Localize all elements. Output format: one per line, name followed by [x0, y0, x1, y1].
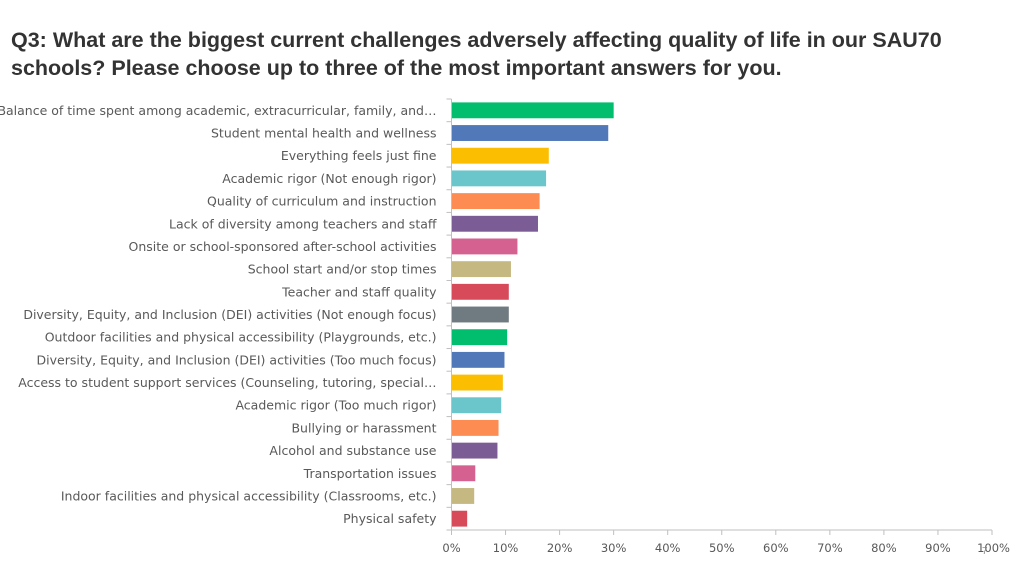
bar: [452, 419, 499, 436]
bar: [452, 465, 476, 482]
category-label: Transportation issues: [303, 466, 437, 481]
category-label: Teacher and staff quality: [281, 284, 437, 299]
category-label: Bullying or harassment: [291, 420, 436, 435]
slide-title-line-1: Q3: What are the biggest current challen…: [11, 28, 942, 52]
x-tick-label: 90%: [925, 541, 951, 555]
slide-title-line-2: schools? Please choose up to three of th…: [11, 56, 782, 80]
category-label: Outdoor facilities and physical accessib…: [45, 330, 437, 345]
category-label: Alcohol and substance use: [269, 443, 436, 458]
x-tick-label: 80%: [871, 541, 897, 555]
bar: [452, 329, 508, 346]
category-label: School start and/or stop times: [248, 262, 437, 277]
slide-title: Q3: What are the biggest current challen…: [11, 26, 1011, 82]
bar: [452, 488, 475, 504]
bar: [452, 193, 540, 210]
x-tick-label: 0%: [442, 541, 460, 555]
bar: [452, 510, 468, 527]
bar: [452, 397, 502, 414]
category-label: Balance of time spent among academic, ex…: [0, 103, 437, 118]
x-tick-label: 50%: [709, 541, 735, 555]
bar: [452, 147, 549, 164]
bar: [452, 374, 503, 391]
category-label: Everything feels just fine: [281, 148, 437, 163]
category-label: Onsite or school-sponsored after-school …: [129, 239, 437, 254]
category-label: Indoor facilities and physical accessibi…: [61, 488, 437, 503]
category-label: Student mental health and wellness: [211, 126, 437, 141]
x-tick-label: 60%: [763, 541, 789, 555]
category-label: Academic rigor (Too much rigor): [235, 398, 436, 413]
bar: [452, 215, 538, 232]
x-tick-label: 20%: [547, 541, 573, 555]
bar: [452, 283, 509, 300]
bar: [452, 306, 509, 323]
bar: [452, 442, 498, 459]
bar: [452, 261, 511, 278]
x-tick-label: 40%: [655, 541, 681, 555]
category-label: Diversity, Equity, and Inclusion (DEI) a…: [37, 352, 437, 367]
category-label: Diversity, Equity, and Inclusion (DEI) a…: [23, 307, 436, 322]
category-label: Quality of curriculum and instruction: [207, 194, 437, 209]
x-tick-label: 100%: [977, 541, 1010, 555]
bar: [452, 238, 518, 255]
x-tick-label: 30%: [601, 541, 627, 555]
category-label: Access to student support services (Coun…: [18, 375, 436, 390]
bar: [452, 102, 614, 119]
page-number: 7: [982, 546, 988, 557]
bar: [452, 170, 547, 187]
category-label: Lack of diversity among teachers and sta…: [169, 216, 437, 231]
bar: [452, 125, 609, 141]
category-label: Physical safety: [343, 511, 437, 526]
x-tick-label: 70%: [817, 541, 843, 555]
x-tick-label: 10%: [493, 541, 519, 555]
bar: [452, 351, 505, 368]
category-label: Academic rigor (Not enough rigor): [222, 171, 436, 186]
